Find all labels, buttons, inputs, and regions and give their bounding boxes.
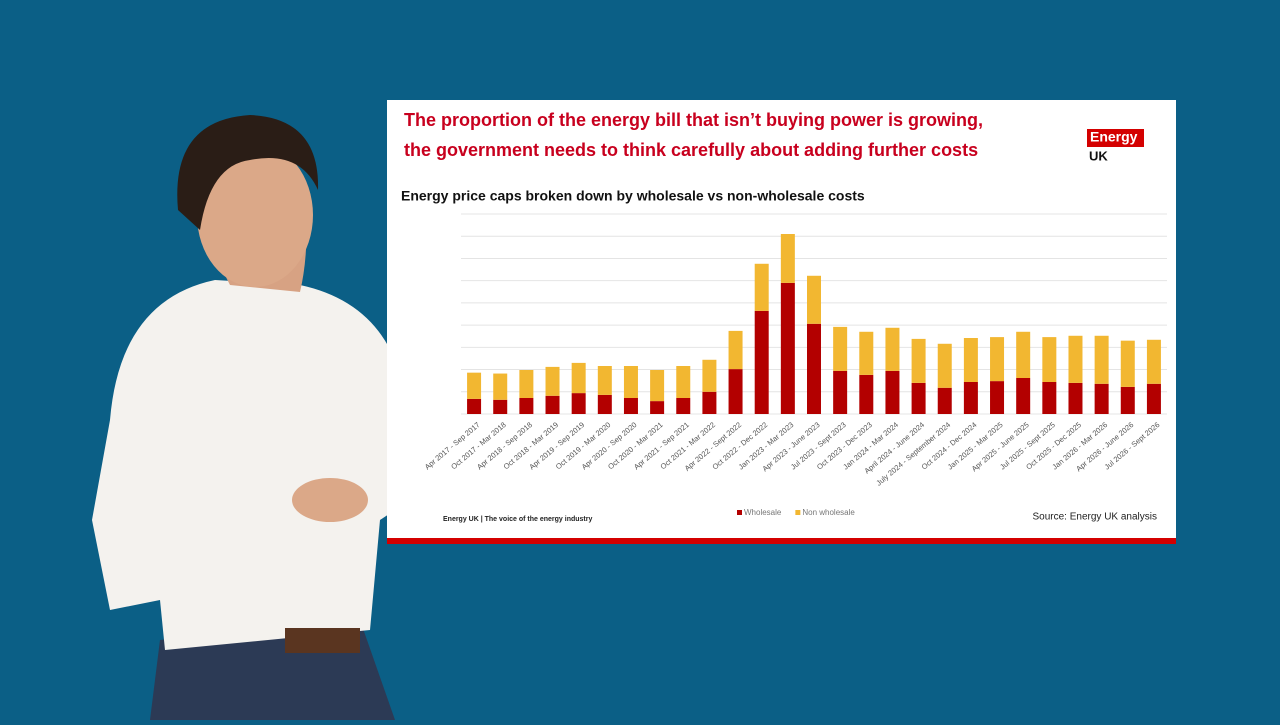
bar-segment [807,275,821,324]
bar-segment [833,370,848,414]
bar-segment [937,343,952,388]
logo: UK [1089,148,1108,163]
bar-segment [1016,331,1031,378]
legend-swatch [795,510,801,515]
logo-box [1087,129,1144,147]
slide-bar [387,538,1176,544]
bar-segment [467,372,482,399]
bar-segment [911,338,926,383]
bar-segment [650,401,665,414]
legend-swatch [737,510,742,515]
bar-segment [1016,378,1031,414]
bar-segment [885,327,900,371]
bar-segment [519,398,534,414]
bar-segment [623,398,638,414]
bar-segment [728,330,743,370]
bar-segment [571,362,586,394]
bar-segment [780,282,795,414]
bar-segment [963,382,978,414]
bar-segment [467,398,482,414]
chart-title: Energy price caps broken down by wholesa… [401,188,865,204]
bar-segment [623,366,638,398]
bar-segment [859,374,874,414]
legend-label: Wholesale [744,508,782,517]
bar-segment [754,310,769,414]
bar-segment [702,391,717,414]
bar-segment [937,387,952,414]
slide-title: the government needs to think carefully … [404,140,978,160]
footer: Energy UK | The voice of the energy indu… [443,516,592,523]
bar-segment [990,337,1005,382]
bar-segment [1068,382,1083,414]
bar-segment [597,366,612,395]
bar-segment [676,398,691,414]
bar-segment [728,369,743,414]
bar-segment [519,370,534,398]
bar-segment [754,263,769,311]
bar-segment [963,338,978,382]
bar-segment [1094,383,1109,414]
bar-segment [1042,382,1057,414]
bar-segment [990,381,1005,414]
bar-segment [1120,386,1135,414]
bar-segment [911,382,926,414]
bar-segment [833,326,848,371]
bar-segment [571,393,586,414]
source: Source: Energy UK analysis [1032,512,1157,523]
bar-segment [676,366,691,398]
bar-segment [1146,339,1161,384]
bar-segment [807,323,821,414]
bar-segment [493,373,508,400]
bar-segment [1094,335,1109,384]
bar-segment [780,234,795,283]
bar-segment [650,370,665,402]
bar-segment [885,370,900,414]
bar-segment [1042,337,1057,382]
bar-segment [597,394,612,414]
bar-segment [702,359,717,392]
bar-segment [1120,340,1135,387]
logo: Energy [1090,129,1138,145]
bar-segment [1068,335,1083,383]
legend-label: Non wholesale [802,508,855,517]
bar-segment [493,399,508,414]
slide-title: The proportion of the energy bill that i… [404,110,983,130]
bar-segment [859,331,874,375]
bar-segment [545,395,560,414]
bar-segment [545,366,560,396]
bar-segment [1146,383,1161,414]
